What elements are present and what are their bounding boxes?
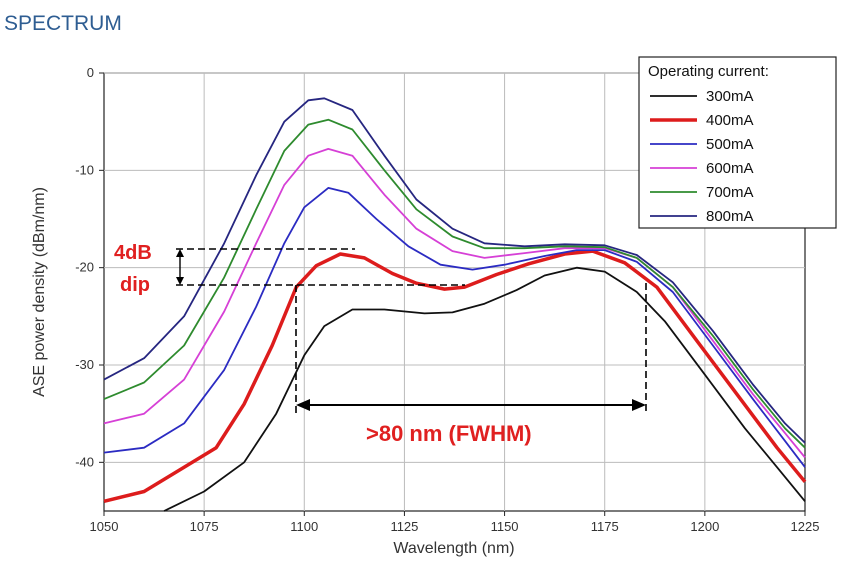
y-tick-label: -20 [75, 260, 94, 275]
fwhm-arrow-right-head [632, 399, 646, 411]
series-line-800mA [103, 97, 806, 444]
tick-labels: 1050 1075 1100 1125 1150 1175 1200 1225 0 -10 -20 -… [75, 65, 819, 534]
x-tick-label: 1200 [690, 519, 719, 534]
y-tick-label: 0 [87, 65, 94, 80]
legend-label: 400mA [706, 112, 754, 129]
legend-label: 800mA [706, 208, 754, 225]
x-tick-label: 1050 [90, 519, 119, 534]
series-lines [103, 97, 807, 512]
x-tick-label: 1125 [390, 519, 418, 534]
anno-fwhm: >80 nm (FWHM) [366, 421, 532, 446]
x-tick-label: 1175 [591, 519, 619, 534]
series-line-700mA [103, 118, 806, 449]
x-axis-label: Wavelength (nm) [393, 540, 514, 557]
x-tick-label: 1075 [190, 519, 219, 534]
series-line-400mA [103, 249, 807, 503]
page-title: SPECTRUM [4, 12, 122, 35]
legend: Operating current: 300mA 400mA 500mA 600mA 7… [638, 56, 837, 229]
series-line-300mA [163, 266, 806, 512]
annotations: 4dB dip >80 nm (FWHM) [114, 242, 647, 446]
anno-4db: 4dB [114, 242, 152, 264]
legend-box [638, 56, 837, 229]
legend-label: 700mA [706, 184, 754, 201]
fwhm-arrow-left-head [296, 399, 310, 411]
x-tick-label: 1225 [791, 519, 820, 534]
legend-title: Operating current: [648, 63, 769, 80]
y-tick-label: -10 [75, 162, 94, 177]
legend-label: 500mA [706, 136, 754, 153]
anno-dip: dip [120, 274, 150, 296]
legend-label: 300mA [706, 88, 754, 105]
series-line-600mA [103, 148, 806, 459]
dip-arrow-up-head [176, 249, 184, 257]
series-line-500mA [103, 187, 806, 468]
y-axis-label: ASE power density (dBm/nm) [31, 187, 48, 397]
legend-label: 600mA [706, 160, 754, 177]
y-tick-label: -40 [75, 454, 94, 469]
x-tick-label: 1150 [491, 519, 519, 534]
dip-arrow-down-head [176, 277, 184, 285]
y-tick-label: -30 [75, 357, 94, 372]
x-tick-label: 1100 [290, 519, 318, 534]
